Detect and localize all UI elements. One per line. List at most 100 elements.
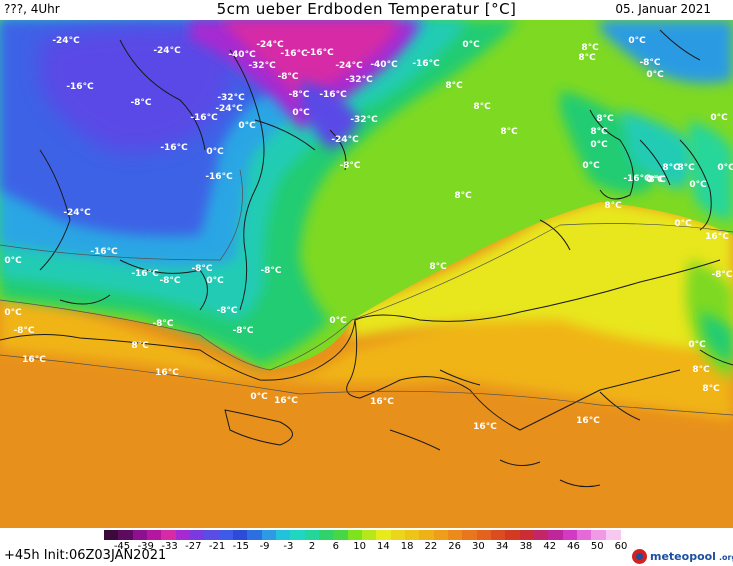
temperature-label: -32°C [345,75,373,85]
temperature-label: -8°C [159,276,180,286]
temperature-field [0,20,733,528]
scale-swatch [132,530,148,540]
temperature-map: -24°C-24°C-24°C-40°C -16°C-32°C-16°C-24°C… [0,20,733,528]
scale-swatch [276,530,291,540]
scale-swatch [376,530,392,540]
scale-swatch [491,530,506,540]
temperature-label: -32°C [248,61,276,71]
forecast-date: 05. Januar 2021 [615,2,711,16]
scale-swatch [534,530,549,540]
scale-tick-label: 22 [424,541,438,552]
temperature-label: -16°C [412,59,440,69]
temperature-label: -16°C [160,143,188,153]
temperature-label: 0°C [206,276,224,286]
scale-tick-label: -45 [113,541,131,552]
temperature-label: -8°C [288,90,309,100]
temperature-label: 8°C [596,114,614,124]
temperature-label: -8°C [130,98,151,108]
scale-swatch [147,530,162,540]
scale-tick-label: 50 [590,541,604,552]
temperature-label: 16°C [370,397,394,407]
scale-tick-label: 10 [353,541,366,552]
temperature-label: -16°C [90,247,118,257]
scale-tick-label: 34 [495,541,509,552]
temperature-label: 0°C [717,163,733,173]
forecast-day-time: ???, 4Uhr [4,2,60,16]
scale-tick-label: 60 [614,541,628,552]
temperature-label: -8°C [191,264,212,274]
temperature-label: 16°C [274,396,298,406]
scale-swatch [304,530,320,540]
scale-swatch [218,530,234,540]
scale-swatch [433,530,449,540]
map-title: 5cm ueber Erdboden Temperatur [°C] [216,0,517,18]
temperature-label: -16°C [623,174,651,184]
scale-tick-label: -21 [208,541,226,552]
temperature-label: 0°C [250,392,268,402]
temperature-label: -40°C [370,60,398,70]
scale-swatch [247,530,263,540]
scale-swatch [505,530,521,540]
temperature-label: -24°C [52,36,80,46]
temperature-label: 8°C [578,53,596,63]
temperature-label: -8°C [152,319,173,329]
temperature-label: 8°C [131,341,149,351]
temperature-label: -16°C [205,172,233,182]
scale-tick-label: 14 [377,541,390,552]
scale-swatch [104,530,119,540]
temperature-label: -16°C [306,48,334,58]
temperature-label: -8°C [277,72,298,82]
temperature-label: -8°C [639,58,660,68]
coastlines [0,29,733,488]
temperature-label: 8°C [677,163,695,173]
temperature-labels: -24°C-24°C-24°C-40°C -16°C-32°C-16°C-24°C… [4,36,733,432]
scale-swatch [333,530,349,540]
temperature-label: -40°C [228,50,256,60]
scale-tick-label: -33 [161,541,178,552]
scale-swatch [319,530,334,540]
scale-swatch [118,530,134,540]
scale-swatch [204,530,220,540]
temperature-label: -32°C [350,115,378,125]
meteopool-logo[interactable]: meteopool .org [632,547,733,565]
scale-swatch [161,530,177,540]
temperature-label: 0°C [206,147,224,157]
scale-tick-label: -39 [137,541,154,552]
temperature-label: 0°C [462,40,480,50]
temperature-label: 0°C [590,140,608,150]
temperature-label: 8°C [445,81,463,91]
temperature-color-scale [104,530,621,540]
scale-tick-label: 30 [472,541,485,552]
temperature-label: -8°C [260,266,281,276]
temperature-label: 8°C [590,127,608,137]
scale-tick-label: 38 [519,541,533,552]
brand-domain: .org [718,552,733,562]
temperature-label: 8°C [500,127,518,137]
scale-swatch [476,530,492,540]
scale-swatch [233,530,248,540]
temperature-label: 0°C [4,308,22,318]
scale-tick-label: 6 [332,541,340,552]
temperature-label: 0°C [238,121,256,131]
temperature-label: 8°C [692,365,710,375]
temperature-label: -24°C [256,40,284,50]
temperature-label: 0°C [646,175,664,185]
scale-tick-label: -15 [232,541,249,552]
temperature-label: -16°C [66,82,94,92]
scale-swatch [448,530,463,540]
scale-swatch [290,530,306,540]
scale-swatch [175,530,191,540]
temperature-label: 0°C [688,340,706,350]
temperature-label: 0°C [689,180,707,190]
temperature-label: 0°C [329,316,347,326]
temperature-label: 8°C [581,43,599,53]
temperature-label: -8°C [216,306,237,316]
temperature-label: -16°C [190,113,218,123]
temperature-label: 8°C [662,163,680,173]
scale-swatch [591,530,607,540]
scale-tick-label: 46 [567,541,580,552]
scale-swatch [605,530,621,540]
temperature-label: -8°C [711,270,732,280]
temperature-label: 16°C [473,422,497,432]
scale-tick-label: 26 [448,541,462,552]
